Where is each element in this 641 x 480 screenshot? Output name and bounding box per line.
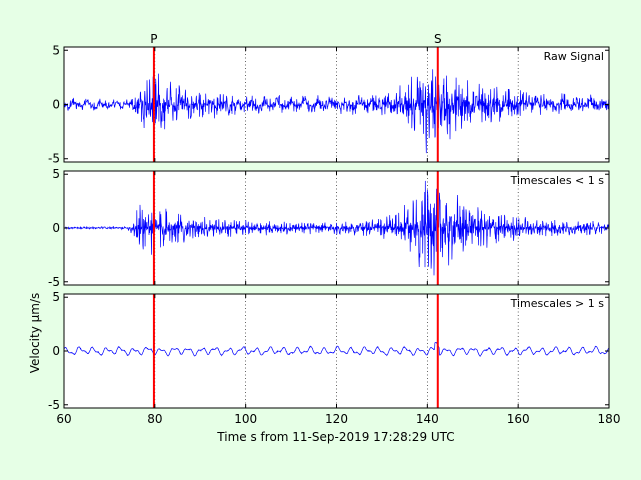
x-tick-label: 120 — [325, 412, 348, 426]
x-tick-label: 60 — [56, 412, 71, 426]
y-tick-label: 0 — [52, 221, 60, 235]
panel-high: 5 0 -5 Timescales < 1 s — [48, 167, 610, 289]
y-tick-label: 0 — [52, 98, 60, 112]
x-tick-labels: 60 80 100 120 140 160 180 — [56, 412, 620, 426]
x-tick-label: 160 — [507, 412, 530, 426]
y-tick-label: -5 — [48, 398, 60, 412]
pick-label-p: P — [150, 32, 157, 46]
panel-raw: 5 0 -5 Raw Signal — [48, 43, 610, 166]
pick-label-s: S — [434, 32, 442, 46]
y-tick-label: 5 — [52, 290, 60, 304]
panel-label: Raw Signal — [544, 50, 604, 63]
panel-label: Timescales < 1 s — [510, 174, 605, 187]
panel-low: 5 0 -5 Timescales > 1 s — [48, 290, 610, 412]
y-axis-label: Velocity μm/s — [28, 293, 42, 374]
x-tick-label: 100 — [234, 412, 257, 426]
y-tick-label: -5 — [48, 275, 60, 289]
y-tick-label: 5 — [52, 167, 60, 181]
x-tick-label: 140 — [416, 412, 439, 426]
y-tick-label: 0 — [52, 344, 60, 358]
x-tick-label: 80 — [147, 412, 162, 426]
panels-group: 5 0 -5 Raw Signal 5 0 -5 Timescales < 1 s 5 0 -5 Ti… — [48, 43, 610, 412]
y-tick-label: 5 — [52, 43, 60, 57]
y-tick-label: -5 — [48, 152, 60, 166]
x-axis-label: Time s from 11-Sep-2019 17:28:29 UTC — [216, 430, 454, 444]
panel-label: Timescales > 1 s — [510, 297, 605, 310]
x-tick-label: 180 — [598, 412, 621, 426]
